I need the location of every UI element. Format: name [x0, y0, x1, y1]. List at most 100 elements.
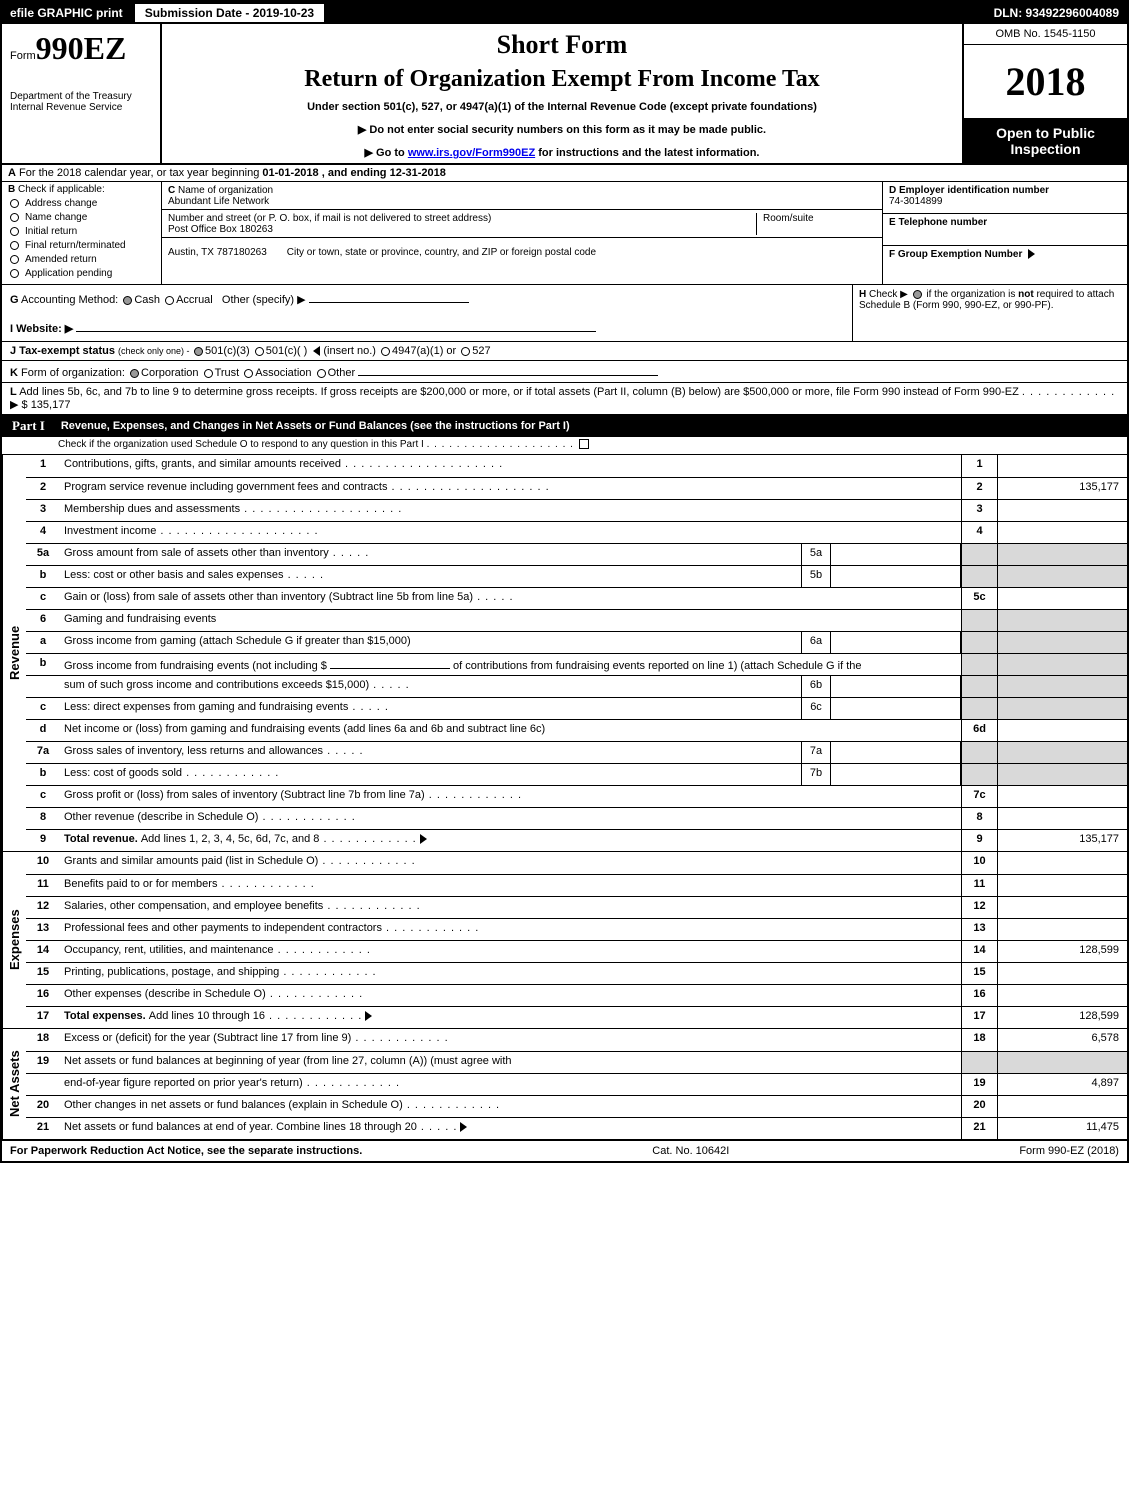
accrual-radio-icon[interactable]: [165, 296, 174, 305]
j-501c3-icon[interactable]: [194, 347, 203, 356]
chk-final-icon[interactable]: [10, 241, 19, 250]
l7c-desc-text: Gross profit or (loss) from sales of inv…: [64, 789, 425, 801]
l6b2-rval-shaded: [997, 676, 1127, 697]
k-text: Form of organization:: [21, 367, 125, 379]
l5c-rnum: 5c: [961, 588, 997, 609]
line-6a: a Gross income from gaming (attach Sched…: [26, 631, 1127, 653]
chk-initial-icon[interactable]: [10, 227, 19, 236]
chk-address-icon[interactable]: [10, 199, 19, 208]
l10-num: 10: [26, 852, 60, 874]
l6a-num: a: [26, 632, 60, 653]
l2-num: 2: [26, 478, 60, 499]
revenue-body: 1 Contributions, gifts, grants, and simi…: [26, 455, 1127, 851]
k-corp-icon[interactable]: [130, 369, 139, 378]
part-i-subline: Check if the organization used Schedule …: [2, 437, 1127, 455]
l2-desc-text: Program service revenue including govern…: [64, 481, 387, 493]
l7c-rnum: 7c: [961, 786, 997, 807]
l6b1-rval-shaded: [997, 654, 1127, 675]
instr2-suffix: for instructions and the latest informat…: [535, 147, 759, 159]
l20-desc: Other changes in net assets or fund bala…: [60, 1096, 961, 1117]
l1-desc: Contributions, gifts, grants, and simila…: [60, 455, 961, 477]
l7b-rnum-shaded: [961, 764, 997, 785]
cell-f-group: F Group Exemption Number: [883, 246, 1127, 278]
l7b-mid: 7b: [801, 764, 831, 785]
row-a-tax-year: A For the 2018 calendar year, or tax yea…: [2, 165, 1127, 182]
revenue-section: Revenue 1 Contributions, gifts, grants, …: [2, 455, 1127, 852]
l6b-midval: [831, 676, 961, 697]
l6b-num: b: [26, 654, 60, 675]
l7a-midval: [831, 742, 961, 763]
irs-link[interactable]: www.irs.gov/Form990EZ: [408, 147, 535, 159]
l5a-dots: [329, 547, 370, 559]
l19-2-num: [26, 1074, 60, 1095]
l3-desc-text: Membership dues and assessments: [64, 503, 240, 515]
label-k: K: [10, 367, 18, 379]
line-5c: c Gain or (loss) from sale of assets oth…: [26, 587, 1127, 609]
chk-name-icon[interactable]: [10, 213, 19, 222]
cell-city: Austin, TX 787180263 City or town, state…: [162, 238, 882, 266]
l3-rnum: 3: [961, 500, 997, 521]
line-13: 13 Professional fees and other payments …: [26, 918, 1127, 940]
l12-num: 12: [26, 897, 60, 918]
l19-dots: [303, 1077, 400, 1089]
chk-pending-icon[interactable]: [10, 269, 19, 278]
k-other: Other: [328, 367, 356, 379]
submission-date: Submission Date - 2019-10-23: [135, 4, 324, 22]
l9-rval: 135,177: [997, 830, 1127, 851]
k-assoc-icon[interactable]: [244, 369, 253, 378]
l7c-desc: Gross profit or (loss) from sales of inv…: [60, 786, 961, 807]
l7b-midval: [831, 764, 961, 785]
cash-radio-icon[interactable]: [123, 296, 132, 305]
l6c-num: c: [26, 698, 60, 719]
l16-dots: [266, 988, 363, 1000]
l6b-mid: 6b: [801, 676, 831, 697]
instr2-prefix: ▶ Go to: [365, 147, 408, 159]
k-trust-icon[interactable]: [204, 369, 213, 378]
l7b-dots: [182, 767, 279, 779]
l5b-dots: [284, 569, 325, 581]
j-text: (check only one) -: [118, 346, 192, 356]
omb-number: OMB No. 1545-1150: [964, 24, 1127, 45]
h-check-icon[interactable]: [913, 290, 922, 299]
j-527-icon[interactable]: [461, 347, 470, 356]
city-val: Austin, TX 787180263: [168, 247, 267, 258]
l6b-amount-field[interactable]: [330, 657, 450, 669]
part-i-subline-text: Check if the organization used Schedule …: [58, 439, 424, 450]
top-bar: efile GRAPHIC print Submission Date - 20…: [2, 2, 1127, 24]
l13-rval: [997, 919, 1127, 940]
g-other-field[interactable]: [309, 291, 469, 303]
website-field[interactable]: [76, 320, 596, 332]
cell-c-name: C Name of organization Abundant Life Net…: [162, 182, 882, 210]
j-insert-arrow-icon: [313, 346, 320, 356]
l7a-desc: Gross sales of inventory, less returns a…: [60, 742, 801, 763]
l1-rval: [997, 455, 1127, 477]
l8-rnum: 8: [961, 808, 997, 829]
l17-dots: [265, 1010, 362, 1022]
k-other-icon[interactable]: [317, 369, 326, 378]
l11-desc-text: Benefits paid to or for members: [64, 878, 217, 890]
schedule-o-checkbox[interactable]: [579, 439, 589, 449]
j-501c-icon[interactable]: [255, 347, 264, 356]
l21-arrow-icon: [460, 1122, 467, 1132]
page-footer: For Paperwork Reduction Act Notice, see …: [2, 1141, 1127, 1161]
l2-dots: [387, 481, 549, 493]
efile-label: efile GRAPHIC print: [2, 4, 131, 22]
j-4947-icon[interactable]: [381, 347, 390, 356]
l3-num: 3: [26, 500, 60, 521]
l18-desc: Excess or (deficit) for the year (Subtra…: [60, 1029, 961, 1051]
l10-rnum: 10: [961, 852, 997, 874]
l7a-desc-text: Gross sales of inventory, less returns a…: [64, 745, 323, 757]
l20-desc-text: Other changes in net assets or fund bala…: [64, 1099, 403, 1111]
k-other-field[interactable]: [358, 364, 658, 376]
b-text: Check if applicable:: [15, 184, 105, 195]
irs-label: Internal Revenue Service: [10, 102, 152, 113]
part-i-title: Revenue, Expenses, and Changes in Net As…: [55, 417, 1127, 435]
l5a-rnum-shaded: [961, 544, 997, 565]
section-b-through-f: B Check if applicable: Address change Na…: [2, 182, 1127, 285]
l18-dots: [351, 1032, 448, 1044]
line-6d: d Net income or (loss) from gaming and f…: [26, 719, 1127, 741]
chk-amended-icon[interactable]: [10, 255, 19, 264]
l7c-num: c: [26, 786, 60, 807]
l7a-dots: [323, 745, 364, 757]
l9-rnum: 9: [961, 830, 997, 851]
